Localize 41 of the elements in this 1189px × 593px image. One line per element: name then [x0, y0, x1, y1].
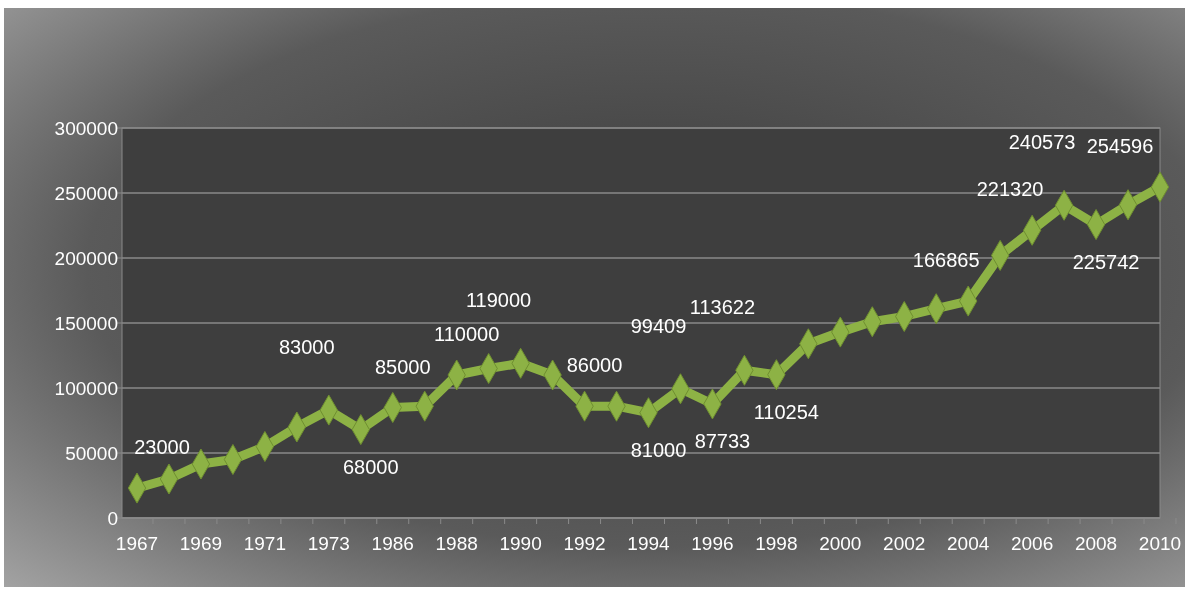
data-label: 110000 [434, 323, 500, 345]
data-label: 68000 [342, 455, 399, 478]
data-label: 86000 [566, 354, 623, 377]
x-tick-label: 1990 [499, 533, 542, 554]
x-tick-label: 2010 [1138, 533, 1182, 554]
data-label: 166865 [912, 249, 980, 272]
x-tick-label: 1996 [691, 533, 734, 554]
data-label: 85000 [374, 355, 431, 378]
data-label: 81000 [630, 438, 687, 461]
y-tick-label: 300000 [54, 117, 118, 139]
data-label: 221320 [976, 178, 1044, 201]
data-label: 99409 [630, 314, 687, 337]
x-tick-label: 1967 [115, 533, 159, 554]
y-tick-label: 150000 [54, 312, 118, 334]
x-tick-label: 2008 [1074, 533, 1118, 554]
x-tick-label: 1971 [243, 533, 287, 554]
x-tick-label: 1994 [627, 533, 671, 554]
x-tick-label: 1998 [755, 533, 798, 554]
data-label: 23000 [134, 436, 190, 459]
x-tick-label: 1969 [179, 533, 223, 554]
data-label: 113622 [689, 296, 756, 319]
y-tick-label: 200000 [54, 247, 118, 269]
data-label: 87733 [694, 429, 751, 452]
x-tick-label: 1988 [435, 533, 478, 554]
data-label: 225742 [1072, 250, 1140, 273]
y-tick-label: 0 [107, 507, 118, 529]
y-tick-label: 100000 [54, 377, 118, 399]
data-label: 240573 [1008, 131, 1076, 154]
x-tick-label: 1973 [307, 533, 350, 554]
data-label: 83000 [279, 336, 335, 359]
x-tick-label: 2000 [819, 533, 862, 554]
data-label: 119000 [465, 289, 532, 312]
x-tick-label: 1992 [563, 533, 606, 554]
x-tick-label: 1986 [371, 533, 414, 554]
y-tick-label: 250000 [54, 182, 118, 204]
x-tick-label: 2006 [1010, 533, 1054, 554]
x-tick-label: 2002 [883, 533, 926, 554]
data-label: 254596 [1086, 135, 1154, 158]
data-label: 110254 [753, 400, 820, 423]
y-tick-label: 50000 [65, 442, 118, 464]
x-tick-label: 2004 [947, 533, 990, 554]
